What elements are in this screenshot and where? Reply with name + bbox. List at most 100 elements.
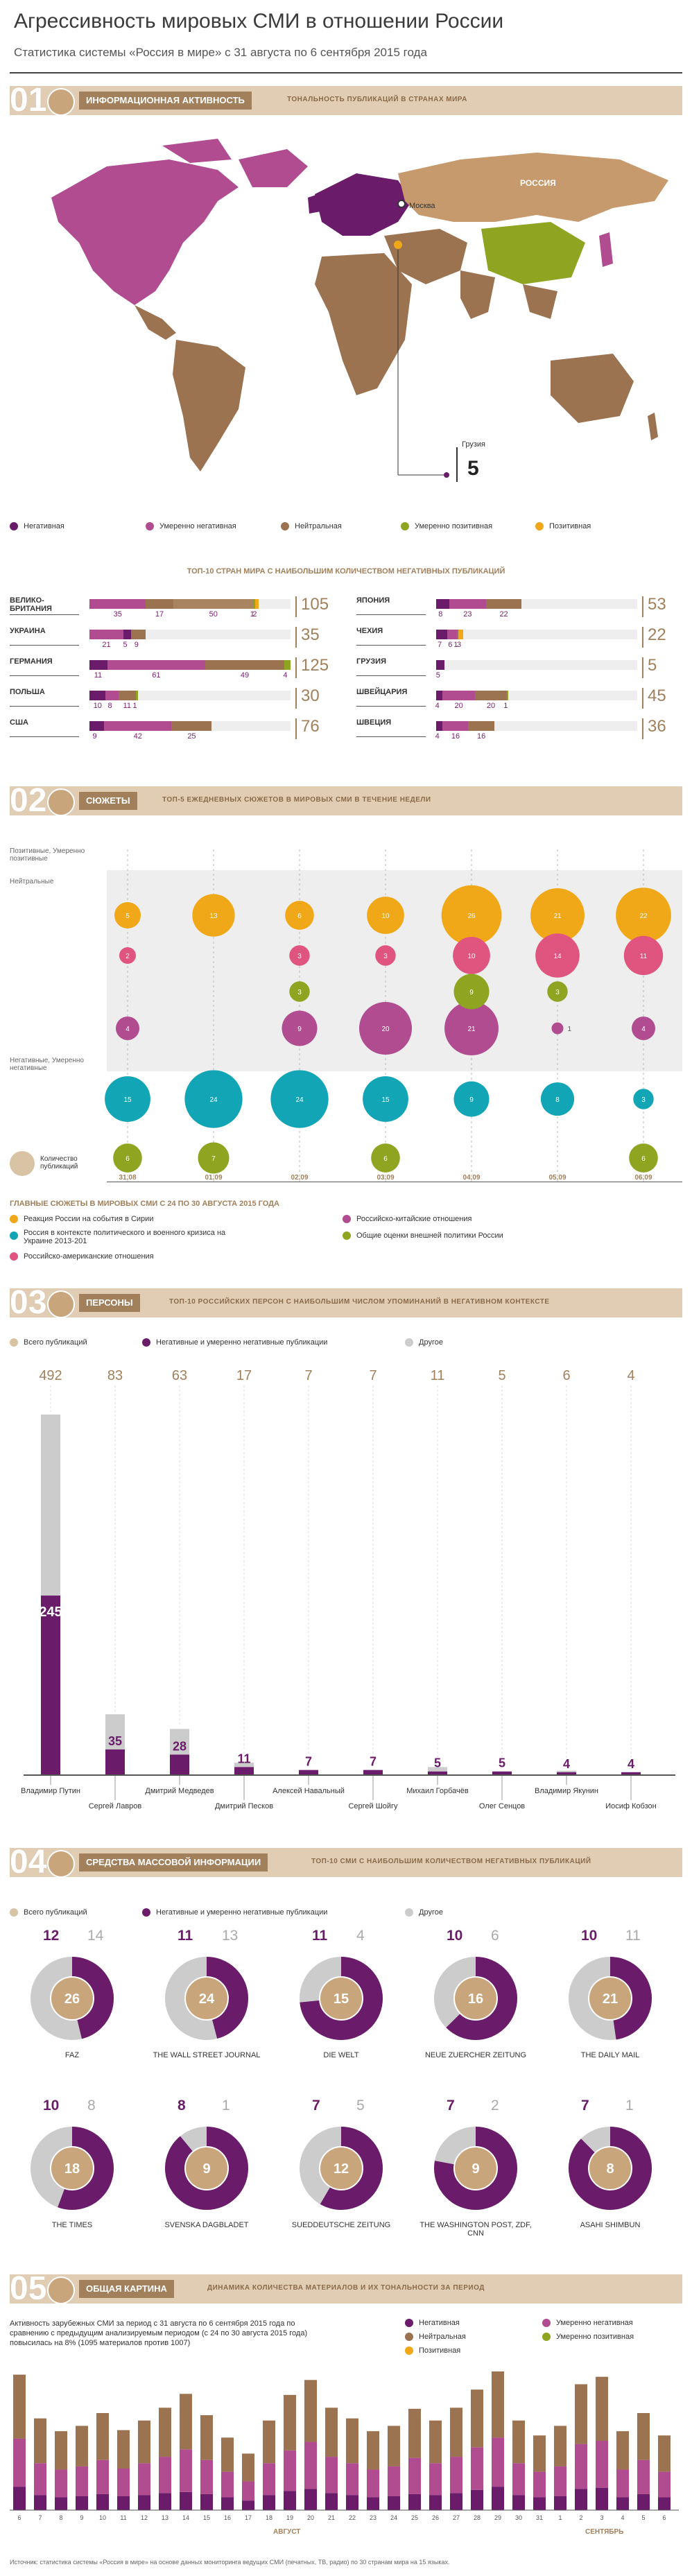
dyn-bar-segment <box>138 2495 150 2510</box>
page-title: Агрессивность мировых СМИ в отношении Ро… <box>14 10 504 33</box>
donut-center <box>51 1978 93 2019</box>
bubble-label: 7 <box>211 1155 216 1163</box>
donut-negative-arc <box>31 1957 114 2040</box>
person-negative-bar <box>41 1596 60 1775</box>
person-other-bar <box>41 1415 60 1596</box>
person-total-label: 83 <box>107 1368 123 1383</box>
bubble-label: 1 <box>568 1026 572 1033</box>
media-donut: 12 <box>300 2127 383 2210</box>
country-underline <box>356 706 426 707</box>
person-other-bar <box>557 1770 576 1772</box>
dyn-bar-segment <box>616 2497 629 2510</box>
donut-center <box>589 2147 631 2189</box>
dyn-bar-segment <box>471 2389 483 2448</box>
section-5-header: 05 ОБЩАЯ КАРТИНА ДИНАМИКА КОЛИЧЕСТВА МАТ… <box>10 2272 682 2306</box>
dyn-bar-segment <box>429 2420 442 2464</box>
dyn-bar-segment <box>242 2500 254 2510</box>
person-name: Дмитрий Песков <box>215 1802 273 1810</box>
segment-label: 16 <box>451 732 460 741</box>
dyn-legend-neutral: Нейтральная <box>405 2333 466 2342</box>
dyn-day-label: 11 <box>120 2514 126 2521</box>
dyn-bar-segment <box>367 2469 379 2498</box>
media-legend-other: Другое <box>405 1908 443 1917</box>
bubble-label: 4 <box>126 1026 130 1033</box>
legend-dot <box>542 2319 551 2328</box>
country-underline <box>10 675 79 676</box>
bar-segment <box>436 599 449 609</box>
dyn-bar-segment <box>616 2431 629 2470</box>
donut-center <box>320 1978 362 2019</box>
person-negative-label: 7 <box>370 1755 377 1769</box>
segment-label: 1 <box>503 702 508 710</box>
media-other-count: 4 <box>356 1928 365 1944</box>
map-label-georgia: Грузия <box>462 440 485 449</box>
segment-label: 20 <box>486 702 496 710</box>
map-label-russia: РОССИЯ <box>520 178 556 188</box>
dyn-bar-segment <box>138 2463 150 2496</box>
dyn-bar-segment <box>512 2495 525 2510</box>
date-tick-label: 03.09 <box>377 1174 394 1182</box>
dyn-day-label: 29 <box>494 2514 501 2521</box>
globe-icon <box>47 88 75 116</box>
legend-dot <box>10 1338 18 1347</box>
dyn-bar-segment <box>450 2408 462 2457</box>
media-other-count: 1 <box>222 2098 230 2113</box>
country-total: 125 <box>301 656 329 675</box>
donut-center <box>51 2147 93 2189</box>
theme-usa: Российско-американские отношения <box>10 1252 154 1261</box>
media-negative-count: 10 <box>581 1928 598 1944</box>
dyn-bar-segment <box>492 2371 504 2438</box>
bubble <box>444 1001 499 1055</box>
media-name: SVENSKA DAGBLADET <box>164 2221 249 2229</box>
summary-text: Активность зарубежных СМИ за период с 31… <box>10 2319 308 2347</box>
person-total-label: 4 <box>627 1368 634 1383</box>
country-label: ВЕЛИКО-БРИТАНИЯ <box>10 596 52 613</box>
bubble <box>192 894 235 937</box>
bar-segment <box>131 630 146 639</box>
person-negative-label: 35 <box>108 1734 122 1748</box>
dyn-bar-segment <box>221 2471 234 2498</box>
legend-label: Негативная <box>24 522 64 530</box>
bubble-label: 6 <box>126 1155 130 1163</box>
theme-label: Россия в контексте политического и военн… <box>24 1229 226 1245</box>
person-other-bar <box>234 1763 254 1767</box>
person-name: Дмитрий Медведев <box>145 1787 214 1795</box>
dyn-bar-segment <box>117 2430 130 2469</box>
bubble-label: 24 <box>209 1096 218 1104</box>
person-negative-bar <box>105 1749 125 1775</box>
date-tick-label: 05.09 <box>548 1174 566 1182</box>
media-donut: 16 <box>434 1957 517 2040</box>
bar-segment <box>146 599 173 609</box>
bar-track <box>436 660 637 670</box>
person-negative-label: 4 <box>628 1757 634 1771</box>
dyn-bar-segment <box>533 2471 546 2498</box>
donut-negative-arc <box>434 1957 517 2040</box>
bar-segment <box>205 660 284 670</box>
segment-label: 22 <box>499 610 508 619</box>
bubble <box>441 885 502 946</box>
bubble-label: 11 <box>640 953 648 960</box>
country-label: ЯПОНИЯ <box>356 596 390 605</box>
country-underline <box>10 645 79 646</box>
legend-label: Негативная <box>419 2319 460 2327</box>
person-total-label: 63 <box>172 1368 187 1383</box>
segment-label: 49 <box>240 671 250 680</box>
dyn-bar-segment <box>138 2420 150 2464</box>
bubble <box>633 1089 654 1109</box>
country-total: 45 <box>648 686 666 705</box>
dyn-day-label: 15 <box>203 2514 210 2521</box>
header-divider <box>10 72 682 74</box>
person-name: Сергей Лавров <box>89 1802 142 1810</box>
date-tick-label: 06.09 <box>634 1174 652 1182</box>
map-georgia <box>394 241 402 249</box>
media-name: ASAHI SHIMBUN <box>580 2221 641 2229</box>
person-name: Владимир Путин <box>21 1787 80 1795</box>
media-name: SUEDDEUTSCHE ZEITUNG <box>291 2221 391 2229</box>
bubble <box>551 1022 564 1035</box>
legend-label: Всего публикаций <box>24 1338 87 1347</box>
dyn-bar-segment <box>263 2463 275 2496</box>
donut-center <box>186 1978 227 2019</box>
dyn-bar-segment <box>117 2469 130 2496</box>
donut-negative-arc <box>165 2127 248 2210</box>
dyn-bar-segment <box>304 2380 317 2442</box>
